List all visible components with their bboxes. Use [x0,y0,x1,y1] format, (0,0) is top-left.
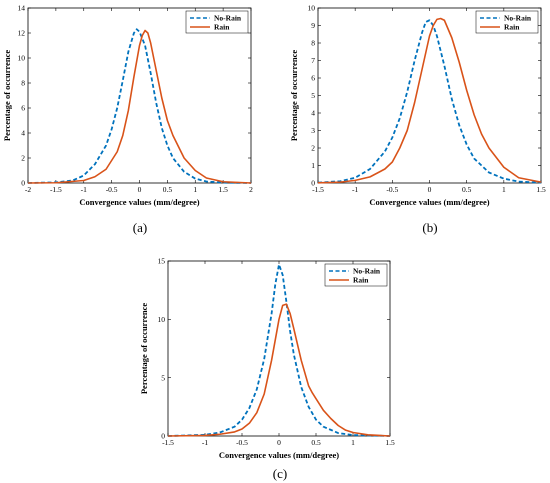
y-tick-label: 10 [158,315,166,324]
x-tick-label: -1.5 [162,438,174,447]
x-axis-label: Convergence values (mm/degree) [369,197,489,207]
plot-frame [27,7,252,184]
y-tick-label: 8 [311,39,315,48]
x-tick-label: 0.5 [311,438,321,447]
series-line-rain [167,303,391,437]
x-tick-label: -2 [25,185,31,194]
x-axis-label: Convergence values (mm/degree) [219,450,339,460]
x-tick-label: 1 [502,185,506,194]
panel-caption: (a) [133,220,147,235]
x-tick-label: -0.5 [106,185,118,194]
panel-caption: (b) [422,220,437,235]
legend-label: No-Rain [353,267,381,276]
series-line-no-rain [27,28,252,184]
y-tick-label: 0 [161,432,165,441]
x-tick-label: 0 [428,185,432,194]
y-axis-label: Percentage of occurrence [139,303,149,394]
series-line-rain [317,17,542,184]
x-tick-label: 2 [249,185,253,194]
y-tick-label: 0 [311,179,315,188]
x-tick-label: 0 [277,438,281,447]
x-tick-label: 1.5 [218,185,228,194]
x-tick-label: -1.5 [50,185,62,194]
y-tick-label: 8 [21,79,25,88]
y-tick-label: 5 [161,373,165,382]
y-axis-label: Percentage of occurrence [289,50,299,141]
legend-label: Rain [353,276,369,285]
y-tick-label: 14 [18,4,26,13]
y-tick-label: 9 [311,21,315,30]
legend-label: Rain [504,23,520,32]
y-tick-label: 12 [18,29,26,38]
y-tick-label: 10 [18,54,26,63]
series-line-rain [27,29,252,184]
y-tick-label: 15 [158,257,166,266]
y-tick-label: 10 [308,4,316,13]
x-tick-label: -1 [202,438,208,447]
y-tick-label: 0 [21,179,25,188]
x-tick-label: 1 [351,438,355,447]
y-tick-label: 6 [311,74,315,83]
x-tick-label: -0.5 [386,185,398,194]
legend-label: No-Rain [214,14,242,23]
x-tick-label: 1 [193,185,197,194]
x-tick-label: -0.5 [236,438,248,447]
y-tick-label: 6 [21,104,25,113]
x-tick-label: 0.5 [163,185,173,194]
y-tick-label: 4 [21,129,25,138]
y-tick-label: 1 [311,161,315,170]
x-tick-label: -1 [352,185,358,194]
x-tick-label: -1.5 [312,185,324,194]
panel-caption: (c) [273,466,287,481]
chart-b: -1.5 -1 -0.5 0 0.5 1 1.5 0 1 2 3 4 5 6 7 8 9 10 No-RainRai… [289,4,546,235]
x-tick-label: 1.5 [385,438,395,447]
x-tick-label: 1.5 [536,185,546,194]
series-line-no-rain [317,19,542,184]
y-tick-label: 7 [311,56,315,65]
x-tick-label: 0 [138,185,142,194]
y-tick-label: 5 [311,91,315,100]
legend-label: Rain [214,23,230,32]
y-tick-label: 3 [311,126,315,135]
x-tick-label: -1 [81,185,87,194]
chart-a: -2 -1.5 -1 -0.5 0 0.5 1 1.5 2 0 2 4 6 8 10 12 14 No-RainR… [2,4,253,235]
y-tick-label: 2 [21,154,25,163]
y-tick-label: 2 [311,144,315,153]
y-tick-label: 4 [311,109,315,118]
plot-frame [167,260,391,437]
x-axis-label: Convergence values (mm/degree) [79,197,199,207]
x-tick-label: 0.5 [462,185,472,194]
legend-label: No-Rain [504,14,532,23]
series-line-no-rain [167,263,391,437]
y-axis-label: Percentage of occurrence [2,50,12,141]
